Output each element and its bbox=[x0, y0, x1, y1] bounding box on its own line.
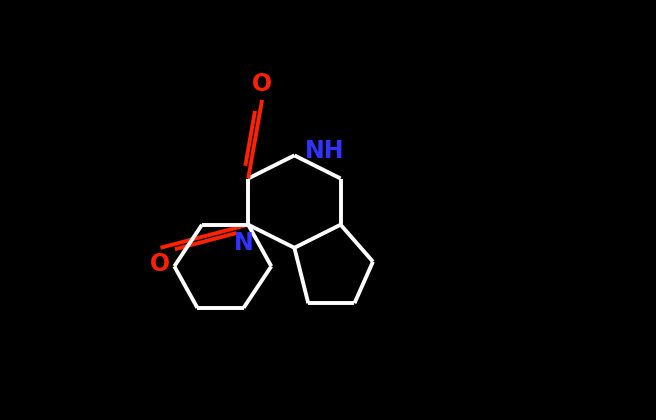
Text: O: O bbox=[150, 252, 171, 276]
Text: O: O bbox=[252, 72, 272, 96]
Text: NH: NH bbox=[305, 139, 344, 163]
Text: N: N bbox=[234, 231, 254, 255]
